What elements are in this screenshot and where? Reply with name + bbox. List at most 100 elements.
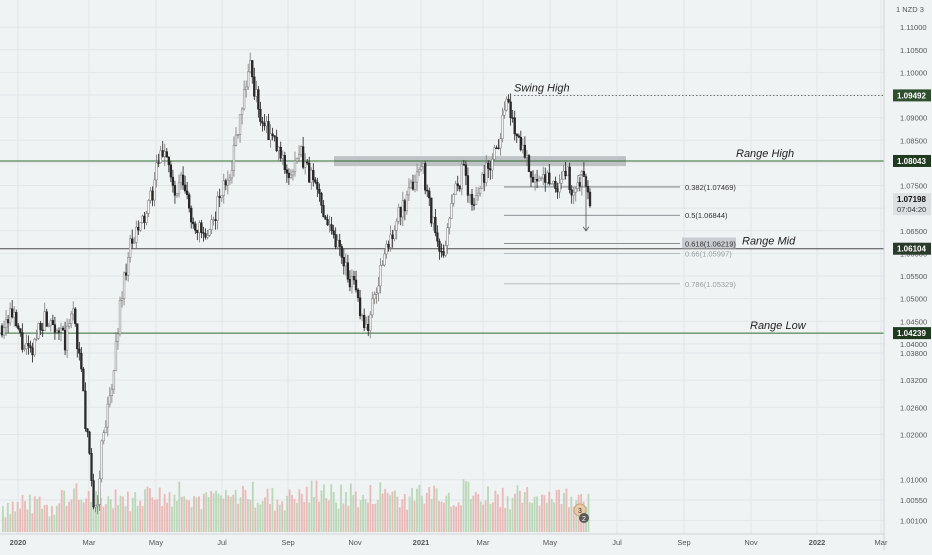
candle-body	[80, 353, 83, 370]
volume-bar	[572, 506, 575, 532]
candle-body	[519, 136, 522, 151]
volume-bar	[501, 487, 504, 532]
volume-bar	[457, 502, 460, 532]
candle-body	[499, 138, 502, 149]
candle-body	[47, 325, 50, 327]
volume-bar	[278, 504, 281, 532]
candle-body	[169, 164, 173, 178]
volume-bar	[371, 504, 374, 532]
candle-body	[318, 189, 321, 194]
volume-bar	[418, 484, 421, 532]
volume-bar	[117, 504, 119, 532]
candle-body	[49, 320, 52, 326]
candles[interactable]	[0, 52, 592, 515]
fib-label: 0.66(1.05997)	[685, 250, 732, 259]
time-tick-label: May	[149, 538, 163, 547]
candle-body	[4, 319, 8, 328]
candle-body	[344, 262, 347, 267]
volume-bar	[175, 500, 178, 532]
candle-body	[251, 60, 254, 78]
time-tick-label: Nov	[348, 538, 362, 547]
time-tick-label: Sep	[677, 538, 690, 547]
volume-bar	[376, 499, 379, 532]
candle-body	[393, 229, 396, 239]
volume-bar	[514, 493, 516, 532]
fibonacci-levels: 0.382(1.07469) 0.5(1.06844) 0.618(1.06219)…	[504, 183, 736, 289]
candle-body	[566, 166, 569, 177]
volume-bar	[264, 497, 266, 532]
volume-bar	[58, 503, 61, 532]
candle-body	[247, 71, 250, 88]
candle-body	[269, 133, 272, 141]
candle-body	[454, 183, 457, 195]
volume-bar	[168, 492, 171, 532]
volume-bar	[75, 483, 78, 532]
candle-body	[261, 121, 264, 124]
candle-body	[253, 76, 256, 97]
volume-bar	[205, 492, 208, 532]
candle-body	[363, 314, 366, 328]
candle-body	[222, 180, 225, 196]
candle-body	[102, 432, 105, 442]
candle-body	[511, 117, 514, 119]
candle-body	[112, 370, 116, 390]
candle-body	[55, 330, 59, 333]
volume-bar	[124, 506, 127, 532]
volume-bar	[198, 496, 200, 532]
volume-bar	[114, 489, 117, 532]
time-tick-label: Mar	[477, 538, 490, 547]
candle-body	[255, 89, 258, 97]
candle-body	[415, 171, 419, 183]
volume-bar	[548, 491, 551, 532]
candle-body	[505, 98, 508, 111]
candle-body	[31, 347, 34, 356]
candle-body	[582, 171, 586, 177]
candle-body	[212, 219, 215, 221]
volume-bar	[80, 499, 83, 532]
candle-body	[481, 174, 484, 189]
candle-body	[389, 234, 392, 248]
volume-bar	[183, 496, 186, 532]
volume-bar	[38, 496, 41, 532]
event-badge: 3	[578, 508, 582, 515]
volume-bar	[97, 498, 100, 532]
volume-bar	[300, 493, 303, 532]
volume-bar	[222, 498, 225, 532]
candle-body	[444, 245, 447, 256]
time-tick-label: Jul	[612, 538, 622, 547]
volume-bar	[398, 507, 401, 532]
time-tick-label: Mar	[875, 538, 888, 547]
candle-body	[542, 174, 545, 179]
volume-bar	[112, 508, 115, 532]
candle-body	[358, 297, 362, 317]
volume-bar	[452, 505, 455, 532]
time-axis[interactable]: 2020 Mar May Jul Sep Nov 2021 Mar May Jul Sep Nov 20…	[0, 533, 888, 547]
volume-bar	[259, 504, 262, 532]
time-tick-label: Sep	[281, 538, 294, 547]
volume-bar	[276, 499, 279, 532]
volume-bar	[43, 504, 46, 532]
volume-bar	[254, 507, 257, 532]
volume-bar	[440, 501, 443, 532]
volume-bar	[455, 506, 458, 532]
candle-body	[304, 161, 307, 168]
candle-body	[242, 89, 246, 110]
price-axis[interactable]: 1 NZD 31.110001.105001.100001.095001.090…	[883, 0, 932, 550]
candle-body	[161, 150, 164, 157]
candle-body	[163, 151, 166, 157]
chart-badges[interactable]: 32	[573, 503, 589, 523]
candle-body	[442, 251, 445, 256]
symbol-label: 1 NZD 3	[896, 5, 924, 14]
candle-body	[267, 121, 270, 141]
candle-body	[218, 196, 221, 199]
volume-bar	[104, 504, 107, 532]
volume-bar	[53, 514, 56, 532]
candle-body	[110, 388, 114, 397]
candle-body	[381, 264, 384, 267]
candle-body	[94, 505, 97, 508]
volume-bar	[565, 488, 568, 532]
candle-body	[448, 218, 451, 229]
candle-body	[167, 156, 170, 166]
